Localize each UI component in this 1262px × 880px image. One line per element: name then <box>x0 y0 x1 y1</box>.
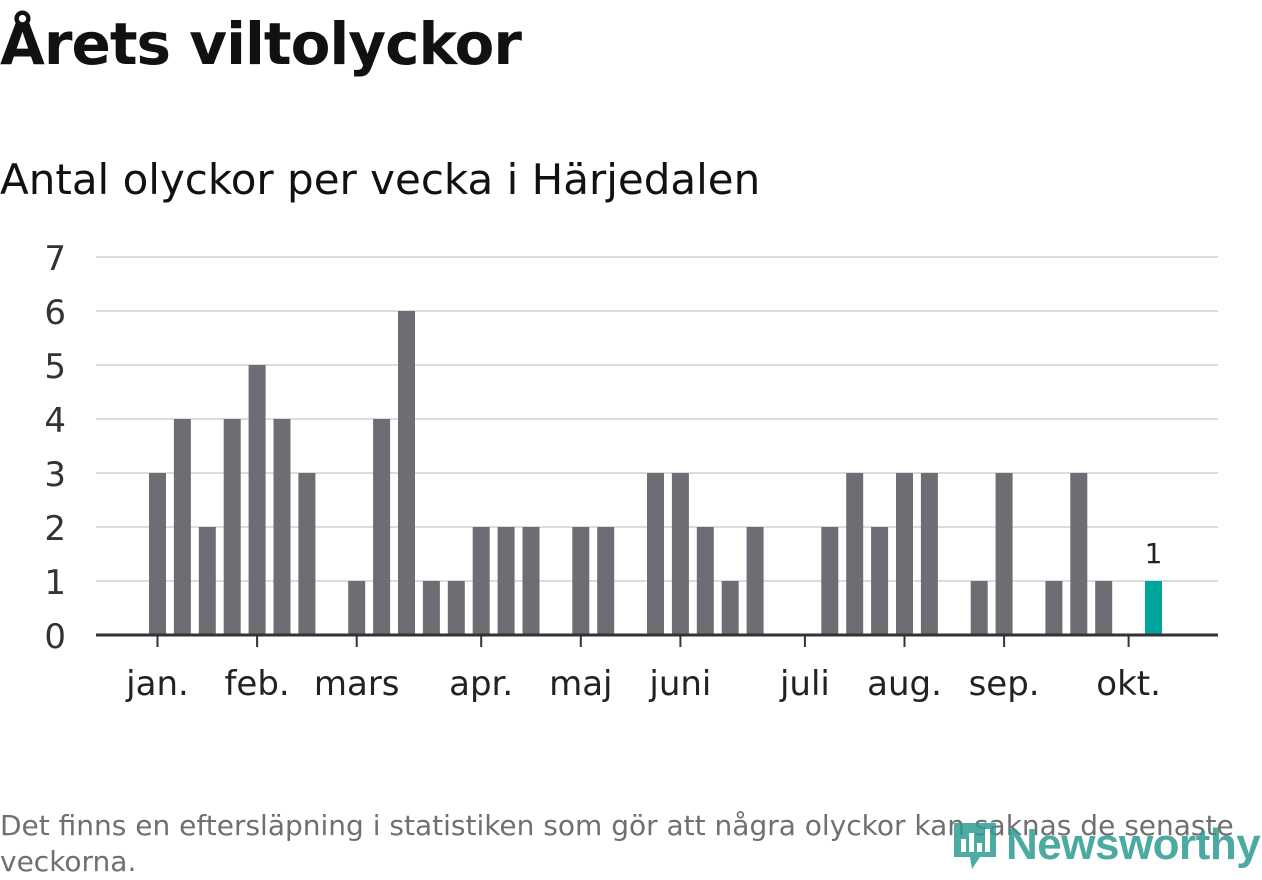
newsworthy-logo-icon <box>954 823 996 869</box>
x-tick-label-jan.: jan. <box>125 664 189 704</box>
x-tick-label-aug.: aug. <box>867 664 942 704</box>
x-axis: jan. feb. mars apr. maj juni juli aug. sep. okt. <box>96 633 1218 704</box>
bar-week-25 <box>746 527 764 635</box>
bar-week-32 <box>920 473 938 635</box>
bar-week-34 <box>970 581 988 635</box>
bar-week-12 <box>422 581 440 635</box>
bar-week-3 <box>198 527 216 635</box>
bar-week-23 <box>696 527 714 635</box>
bar-week-29 <box>846 473 864 635</box>
newsworthy-logo-text: Newsworthy <box>1006 820 1261 869</box>
y-tick-label-7: 7 <box>44 239 66 279</box>
bar-week-41 <box>1145 581 1162 635</box>
bar-week-6 <box>273 419 291 635</box>
bar-week-9 <box>348 581 366 635</box>
data-labels: 1 <box>1145 537 1163 570</box>
x-tick-label-mars: mars <box>314 664 400 704</box>
x-tick-label-okt.: okt. <box>1096 664 1161 704</box>
bar-week-31 <box>896 473 913 635</box>
y-tick-label-4: 4 <box>44 401 66 441</box>
bar-week-21 <box>647 473 664 635</box>
bar-week-14 <box>472 527 490 635</box>
bar-week-18 <box>572 527 590 635</box>
chart-subtitle: Antal olyckor per vecka i Härjedalen <box>0 155 761 204</box>
bar-week-5 <box>248 365 266 635</box>
y-tick-label-6: 6 <box>44 293 66 333</box>
bar-week-15 <box>497 527 515 635</box>
y-axis-ticks: 0 1 2 3 4 5 6 7 <box>44 239 66 657</box>
x-tick-label-juni: juni <box>648 664 711 704</box>
bar-week-2 <box>173 419 191 635</box>
y-tick-label-3: 3 <box>44 455 66 495</box>
bar-week-4 <box>223 419 241 635</box>
bar-week-7 <box>298 473 316 635</box>
bars <box>149 311 1162 635</box>
bar-week-30 <box>871 527 889 635</box>
bar-week-13 <box>447 581 465 635</box>
y-tick-label-5: 5 <box>44 347 66 387</box>
footnote: Det finns en eftersläpning i statistiken… <box>0 809 1234 878</box>
bar-week-24 <box>721 581 739 635</box>
bar-week-1 <box>149 473 166 635</box>
bar-week-39 <box>1095 581 1113 635</box>
bar-week-10 <box>373 419 391 635</box>
x-tick-label-juli: juli <box>779 664 830 704</box>
bar-week-16 <box>522 527 540 635</box>
bar-week-11 <box>398 311 415 635</box>
bar-week-19 <box>597 527 615 635</box>
y-tick-label-2: 2 <box>44 509 66 549</box>
x-tick-label-apr.: apr. <box>449 664 513 704</box>
chart-title: Årets viltolyckor <box>0 10 522 78</box>
bar-chart: 0 1 2 3 4 5 6 7 jan. feb. mars apr. maj juni juli aug.… <box>44 239 1218 704</box>
y-tick-label-1: 1 <box>44 563 66 603</box>
bar-week-38 <box>1070 473 1088 635</box>
bar-week-35 <box>995 473 1013 635</box>
x-tick-label-sep.: sep. <box>969 664 1040 704</box>
x-tick-label-maj: maj <box>549 664 612 704</box>
newsworthy-logo: Newsworthy <box>950 810 1261 880</box>
y-tick-label-0: 0 <box>44 617 66 657</box>
bar-week-37 <box>1045 581 1063 635</box>
data-label-highlight: 1 <box>1145 537 1163 570</box>
x-tick-label-feb.: feb. <box>224 664 289 704</box>
bar-week-22 <box>671 473 689 635</box>
bar-week-28 <box>821 527 839 635</box>
